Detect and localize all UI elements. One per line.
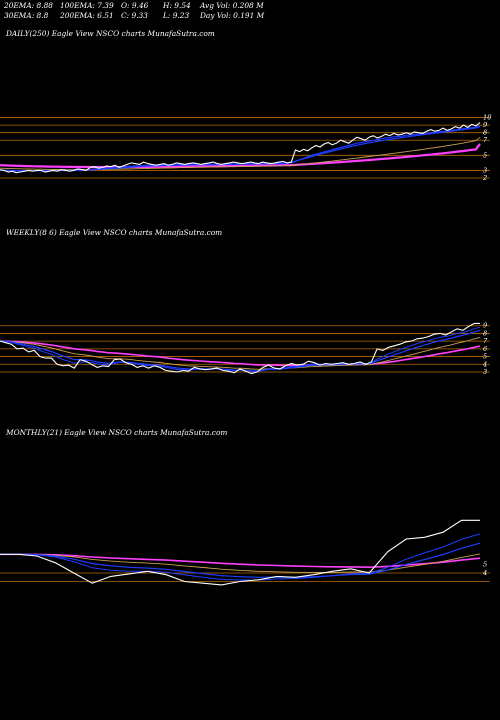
daily-tick-label: 7 <box>483 136 488 144</box>
daily-tick-label: 2 <box>482 174 487 182</box>
ema30-readout: 30EMA: 8.8 <box>4 11 49 20</box>
weekly-tick-label: 6 <box>483 345 487 353</box>
daily-tick-label: 10 <box>483 114 491 122</box>
daily-tick-label: 8 <box>483 129 487 137</box>
close-readout: C: 9.33 <box>121 11 148 20</box>
monthly-ema-mid-line <box>0 553 481 573</box>
low-readout: L: 9.23 <box>163 11 190 20</box>
daily-price-line <box>0 122 481 174</box>
daily-ema200-line <box>0 143 481 169</box>
weekly-ema-long-line <box>0 340 481 367</box>
weekly-tick-label: 7 <box>483 337 488 345</box>
weekly-tick-label: 8 <box>483 329 487 337</box>
weekly-tick-label: 5 <box>483 353 487 361</box>
avg-vol-readout: Avg Vol: 0.208 M <box>200 1 264 10</box>
weekly-panel-title: WEEKLY(8 6) Eagle View NSCO charts Munaf… <box>6 228 223 237</box>
daily-tick-label: 9 <box>483 121 487 129</box>
daily-tick-label: 5 <box>483 151 487 159</box>
monthly-price-line <box>0 519 480 586</box>
ema200-readout: 200EMA: 6.51 <box>60 11 114 20</box>
weekly-price-line <box>0 322 480 375</box>
weekly-ema-mid-line <box>0 336 481 370</box>
day-vol-readout: Day Vol: 0.191 M <box>200 11 265 20</box>
weekly-ema-short-a-line <box>0 329 481 372</box>
daily-tick-label: 3 <box>483 166 487 174</box>
open-readout: O: 9.46 <box>121 1 149 10</box>
monthly-tick-label: 4 <box>482 569 487 577</box>
weekly-ema-short-b-line <box>0 326 481 373</box>
weekly-tick-label: 4 <box>482 360 487 368</box>
monthly-ema-short-b-line <box>0 533 481 581</box>
stats-header: 20EMA: 8.88 100EMA: 7.39 O: 9.46 H: 9.54… <box>4 1 496 25</box>
weekly-tick-label: 9 <box>483 322 487 330</box>
ema20-readout: 20EMA: 8.88 <box>4 1 53 10</box>
ema100-readout: 100EMA: 7.39 <box>60 1 114 10</box>
monthly-panel-title: MONTHLY(21) Eagle View NSCO charts Munaf… <box>6 428 228 437</box>
monthly-ema-short-a-line <box>0 542 481 578</box>
monthly-tick-label: 5 <box>483 561 487 569</box>
weekly-tick-label: 3 <box>483 368 487 376</box>
high-readout: H: 9.54 <box>163 1 191 10</box>
daily-panel-title: DAILY(250) Eagle View NSCO charts Munafa… <box>6 29 215 38</box>
monthly-ema-long-line <box>0 553 481 569</box>
